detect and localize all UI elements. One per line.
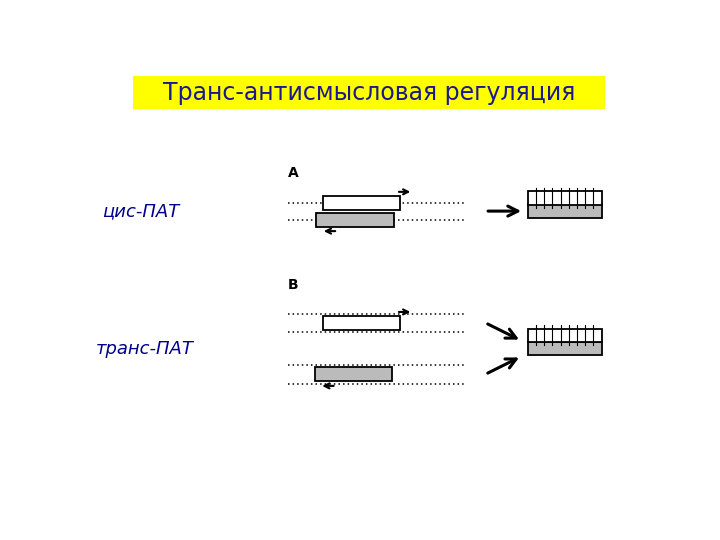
Bar <box>323 316 400 330</box>
Text: В: В <box>287 278 298 292</box>
Bar <box>528 204 601 218</box>
Bar <box>528 342 601 355</box>
Text: А: А <box>287 166 298 180</box>
Bar <box>132 76 606 110</box>
Bar <box>528 328 601 342</box>
Text: транс-ПАТ: транс-ПАТ <box>96 340 194 357</box>
Bar <box>316 213 394 226</box>
Text: Транс-антисмысловая регуляция: Транс-антисмысловая регуляция <box>163 80 575 105</box>
Text: цис-ПАТ: цис-ПАТ <box>102 202 179 220</box>
Bar <box>315 367 392 381</box>
Bar <box>323 195 400 210</box>
Bar <box>528 191 601 205</box>
